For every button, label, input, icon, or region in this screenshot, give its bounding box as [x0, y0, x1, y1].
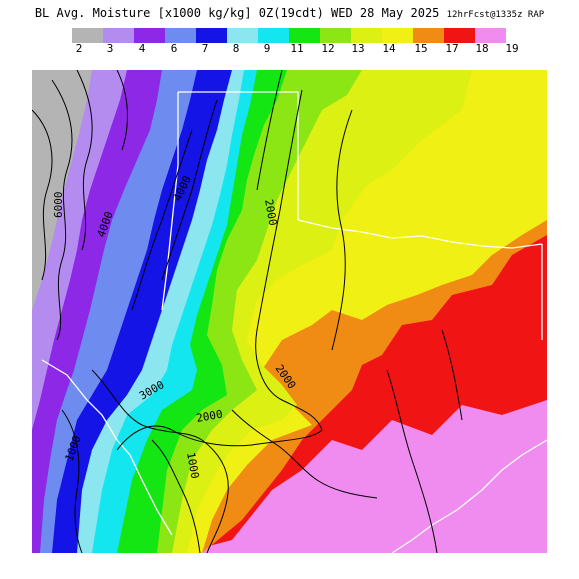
legend-tick: 9	[263, 42, 271, 55]
legend-ticks: 2 3 4 6 7 8 9 11 12 13 14 15 17 18 19	[0, 42, 579, 56]
legend-swatch-2	[72, 28, 103, 43]
legend-tick: 11	[290, 42, 304, 55]
contour-line	[331, 109, 353, 351]
contour-line	[116, 89, 323, 451]
legend-tick: 7	[201, 42, 209, 55]
legend-swatch-14	[382, 28, 413, 43]
contour-label: 6000	[52, 192, 65, 219]
title-forecast: 12hrFcst@1335z RAP	[446, 10, 545, 20]
legend-swatch-7	[196, 28, 227, 43]
contour-line	[161, 99, 218, 281]
contour-line	[116, 70, 128, 151]
legend-tick: 13	[351, 42, 365, 55]
legend-tick: 3	[106, 42, 114, 55]
legend-tick: 15	[414, 42, 428, 55]
legend-swatch-4	[134, 28, 165, 43]
contour-label: 2000	[195, 408, 223, 425]
legend-swatch-3	[103, 28, 134, 43]
legend-swatch-6	[165, 28, 196, 43]
contour-line	[91, 369, 229, 553]
contour-line	[51, 79, 73, 341]
legend-tick: 12	[321, 42, 335, 55]
panhandle-outline	[178, 91, 299, 220]
legend-swatch-15	[413, 28, 444, 43]
contour-label: 1000	[184, 451, 201, 479]
legend-swatch-9	[258, 28, 289, 43]
contour-line	[76, 70, 93, 251]
legend-tick: 17	[445, 42, 459, 55]
legend-tick: 2	[75, 42, 83, 55]
legend-swatch-18	[475, 28, 506, 43]
contour-line	[256, 70, 283, 191]
contour-line	[32, 109, 53, 281]
gulf-coast	[391, 439, 547, 553]
contour-line	[386, 369, 438, 553]
legend-swatch-8	[227, 28, 258, 43]
legend-tick: 19	[505, 42, 519, 55]
rio-grande	[41, 359, 173, 536]
band-dry	[32, 70, 92, 310]
color-legend	[72, 28, 506, 43]
contour-line	[131, 129, 193, 311]
map-canvas: 6000 4000 4000 2000 2000 3000 2000 1000 …	[32, 70, 547, 553]
moisture-map: 6000 4000 4000 2000 2000 3000 2000 1000 …	[32, 70, 547, 553]
legend-tick: 6	[170, 42, 178, 55]
legend-tick: 18	[475, 42, 489, 55]
legend-swatch-11	[289, 28, 320, 43]
chart-title: BL Avg. Moisture [x1000 kg/kg] 0Z(19cdt)…	[0, 6, 579, 20]
title-main: BL Avg. Moisture [x1000 kg/kg] 0Z(19cdt)…	[34, 6, 440, 20]
contour-line	[61, 409, 83, 553]
contour-line	[231, 409, 378, 499]
legend-tick: 8	[232, 42, 240, 55]
legend-tick: 4	[138, 42, 146, 55]
legend-tick: 14	[382, 42, 396, 55]
legend-swatch-17	[444, 28, 475, 43]
legend-swatch-12	[320, 28, 351, 43]
legend-swatch-13	[351, 28, 382, 43]
contour-label: 2000	[262, 198, 279, 226]
elevation-contours	[32, 70, 463, 553]
contour-line	[151, 439, 201, 553]
new-mexico-border	[161, 92, 179, 311]
contour-line	[441, 329, 463, 421]
